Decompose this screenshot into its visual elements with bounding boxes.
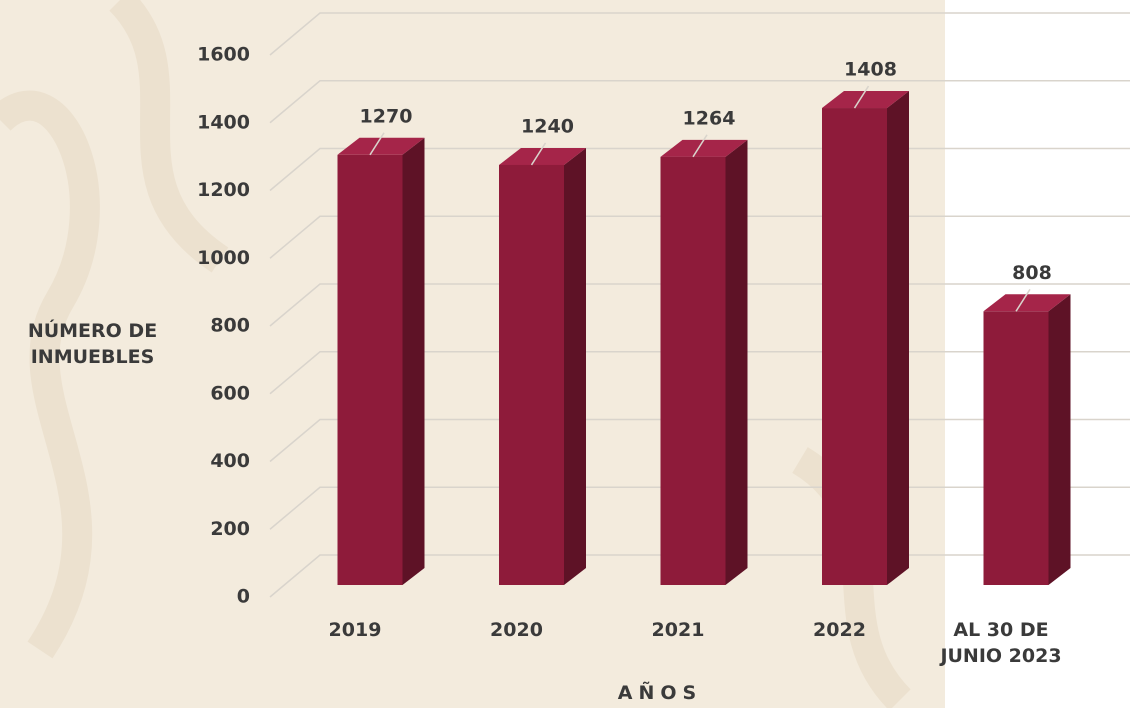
y-axis-label: NÚMERO DE INMUEBLES — [27, 320, 158, 368]
x-tick-label: 2019 — [328, 619, 382, 641]
bar-side — [725, 139, 748, 585]
grid-line — [269, 12, 1130, 56]
y-tick-label: 1600 — [197, 44, 250, 66]
bar — [983, 311, 1049, 585]
bar — [822, 108, 887, 585]
bar-top — [660, 139, 748, 157]
data-label: 1264 — [683, 107, 736, 129]
data-label: 1270 — [360, 105, 413, 127]
bar — [337, 154, 403, 585]
x-axis-label: AÑOS — [617, 682, 703, 704]
leader-line — [530, 142, 547, 166]
grid-line — [269, 80, 1130, 124]
y-tick-label: 400 — [210, 450, 250, 472]
data-label: 1408 — [844, 59, 897, 81]
data-label: 1240 — [521, 115, 574, 137]
bar-side — [564, 147, 586, 585]
bar — [499, 164, 564, 585]
bar-top — [499, 147, 586, 165]
bar-top — [337, 137, 425, 155]
x-tick-label: AL 30 DE JUNIO 2023 — [940, 619, 1062, 667]
bar-side — [402, 137, 425, 585]
y-tick-label: 1000 — [197, 247, 250, 269]
x-tick-label: 2021 — [651, 619, 705, 641]
leader-line — [692, 134, 708, 158]
y-tick-label: 1200 — [197, 179, 250, 201]
y-tick-label: 200 — [210, 518, 250, 540]
bar — [660, 156, 726, 585]
x-tick-label: 2020 — [490, 619, 543, 641]
bar-side — [887, 91, 909, 585]
bar-top — [822, 91, 909, 109]
leader-line — [853, 85, 870, 109]
bar-top — [983, 294, 1071, 312]
y-tick-label: 800 — [210, 315, 250, 337]
y-tick-label: 600 — [210, 382, 250, 404]
bar-side — [1048, 294, 1071, 585]
leader-line — [369, 132, 385, 156]
leader-line — [1015, 288, 1031, 312]
y-tick-label: 1400 — [197, 111, 250, 133]
x-tick-label: 2022 — [813, 619, 866, 641]
data-label: 808 — [1012, 262, 1052, 284]
y-tick-label: 0 — [237, 586, 250, 608]
